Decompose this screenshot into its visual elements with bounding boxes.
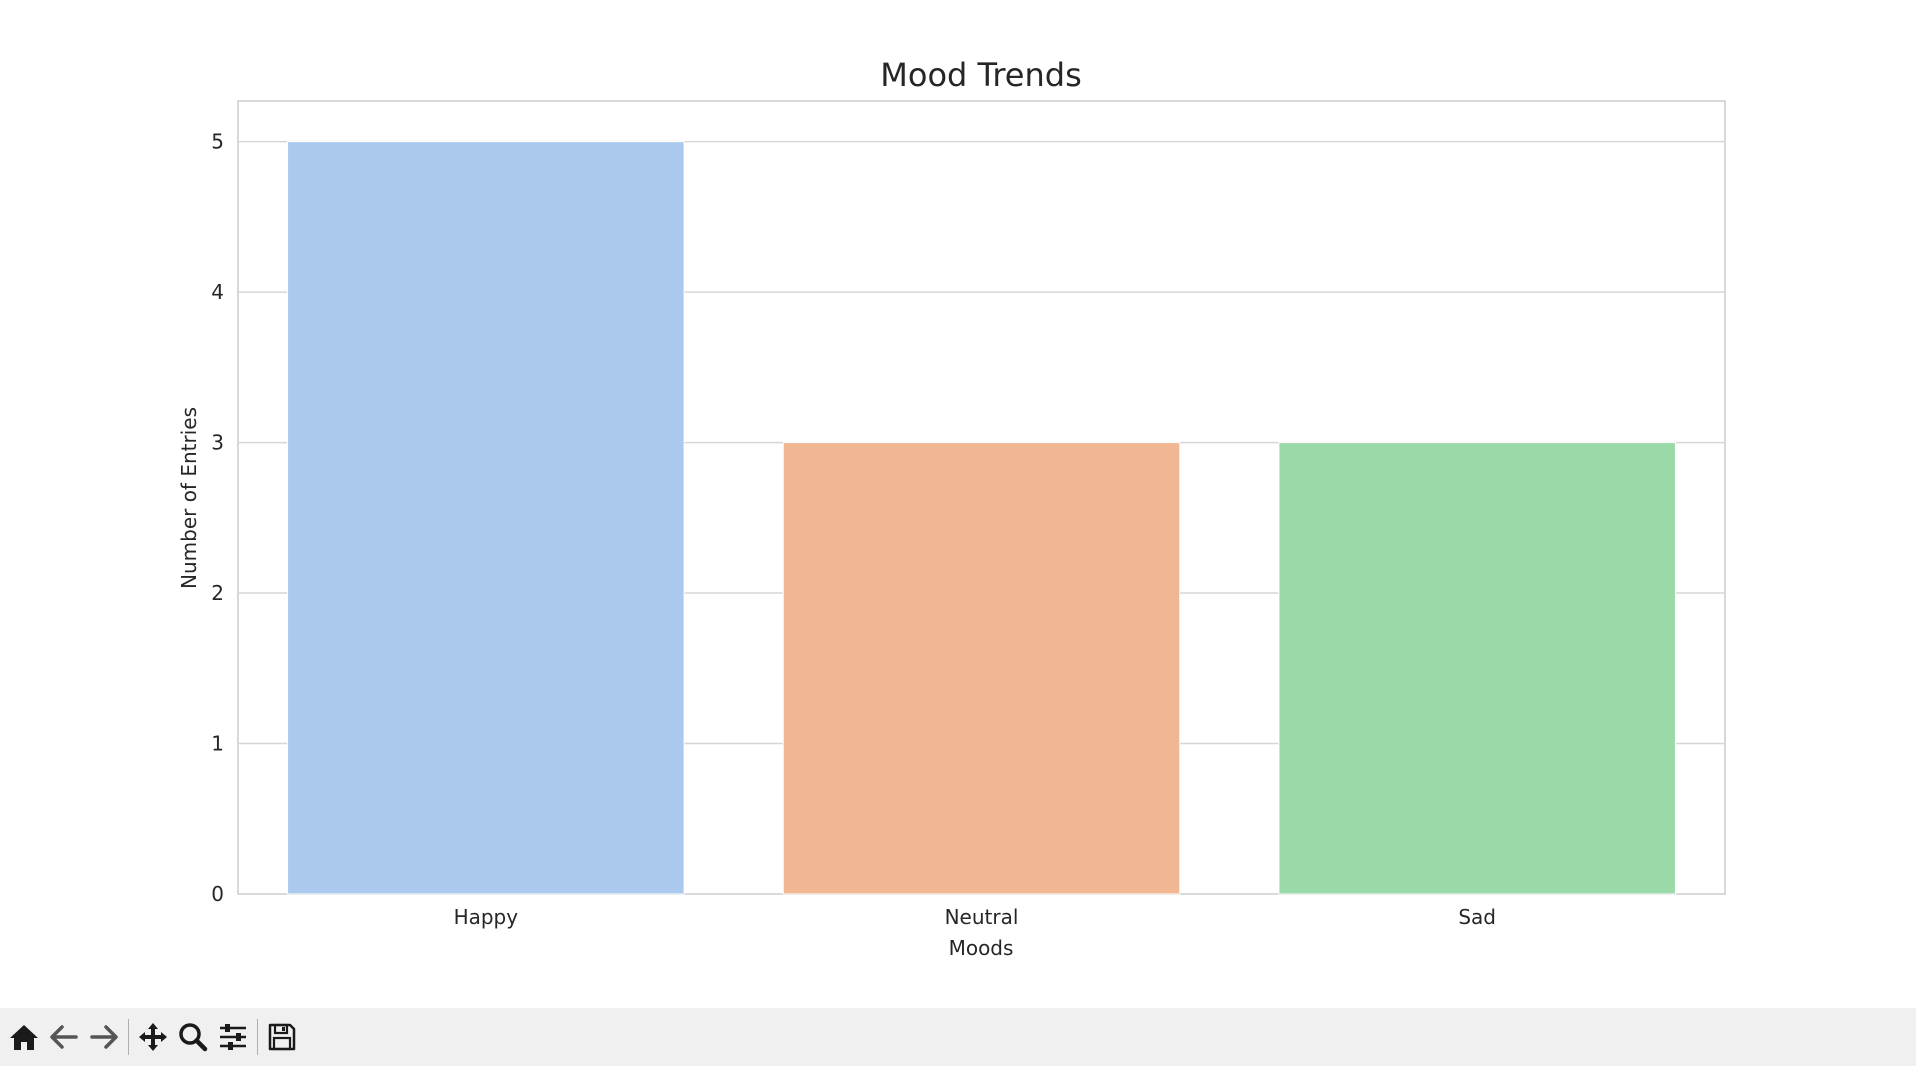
y-tick-label: 4 (211, 280, 224, 304)
zoom-icon (179, 1023, 208, 1052)
forward-arrow-icon (90, 1025, 118, 1049)
bar-chart: 0 1 2 3 4 5 Happy Neutral Sad Mood Trends Moods… (177, 56, 1726, 960)
x-axis-label: Moods (949, 936, 1014, 960)
pan-button[interactable] (133, 1015, 173, 1059)
toolbar-separator (128, 1019, 129, 1055)
navigation-toolbar (0, 1008, 1916, 1066)
x-tick-label: Happy (454, 905, 519, 929)
bars (287, 141, 1676, 895)
zoom-button[interactable] (173, 1015, 213, 1059)
back-button[interactable] (44, 1015, 84, 1059)
save-button[interactable] (262, 1015, 302, 1059)
bar-sad (1278, 442, 1676, 895)
configure-subplots-icon (220, 1024, 246, 1050)
y-tick-label: 5 (211, 130, 224, 154)
forward-button[interactable] (84, 1015, 124, 1059)
y-tick-label: 2 (211, 581, 224, 605)
y-tick-label: 3 (211, 431, 224, 455)
bar-neutral (782, 442, 1181, 895)
pan-icon (139, 1023, 167, 1051)
configure-subplots-button[interactable] (213, 1015, 253, 1059)
save-icon (268, 1023, 296, 1051)
toolbar-separator (257, 1019, 258, 1055)
y-tick-label: 1 (211, 732, 224, 756)
home-icon (10, 1025, 38, 1050)
home-button[interactable] (4, 1015, 44, 1059)
x-tick-label: Neutral (945, 905, 1019, 929)
bar-happy (287, 141, 685, 895)
x-tick-label: Sad (1458, 905, 1496, 929)
back-arrow-icon (50, 1025, 78, 1049)
y-tick-labels: 0 1 2 3 4 5 (211, 130, 224, 906)
chart-title: Mood Trends (880, 56, 1082, 94)
x-tick-labels: Happy Neutral Sad (454, 905, 1496, 929)
figure: 0 1 2 3 4 5 Happy Neutral Sad Mood Trends Moods… (177, 56, 1726, 960)
y-tick-label: 0 (211, 882, 224, 906)
y-axis-label: Number of Entries (177, 407, 201, 589)
